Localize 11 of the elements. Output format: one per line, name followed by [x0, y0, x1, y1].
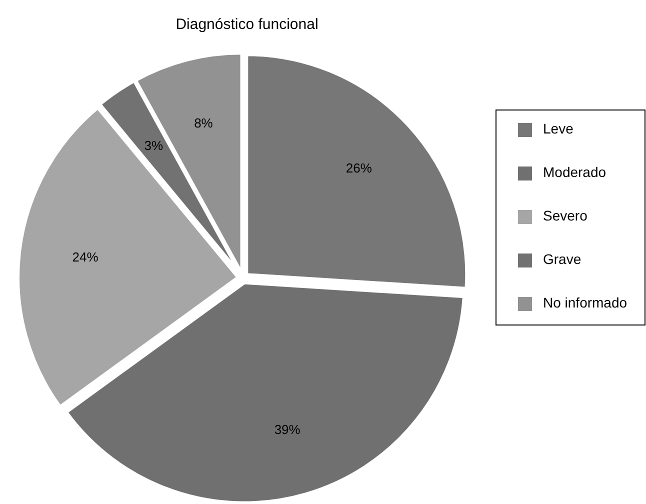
data-label: 3%	[144, 138, 164, 153]
legend-label: Grave	[543, 251, 582, 268]
legend-label: Severo	[543, 208, 588, 224]
data-label: 26%	[346, 160, 372, 176]
chart-title: Diagnóstico funcional	[176, 16, 318, 33]
legend-label: Moderado	[543, 164, 606, 180]
legend-label: Leve	[543, 120, 574, 137]
data-label: 8%	[194, 115, 214, 130]
legend-label: No informado	[543, 294, 628, 311]
data-label: 39%	[274, 422, 301, 438]
data-label: 24%	[72, 250, 99, 265]
